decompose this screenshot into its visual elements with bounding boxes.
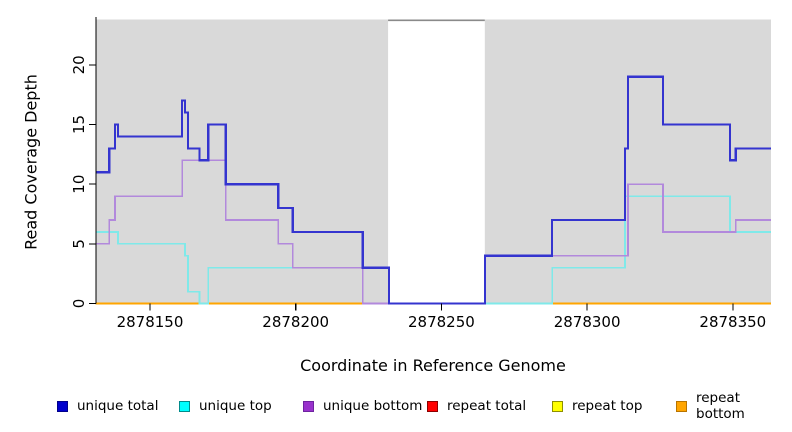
x-axis-tick-label: 2878200	[262, 313, 329, 331]
x-axis-tick-label: 2878250	[408, 313, 475, 331]
y-axis-tick-label: 20	[70, 55, 88, 74]
series-line-unique-bottom	[95, 159, 771, 305]
x-axis-tick-label: 2878300	[554, 313, 621, 331]
y-axis-tick-label: 5	[70, 239, 88, 249]
series-line-unique-total	[95, 75, 771, 305]
y-axis-tick-label: 0	[70, 299, 88, 309]
y-axis-title: Read Coverage Depth	[21, 74, 41, 250]
x-axis-tick-label: 2878350	[699, 313, 766, 331]
y-axis-tick-label: 10	[70, 175, 88, 194]
x-axis-title: Coordinate in Reference Genome	[300, 356, 566, 375]
y-axis-tick-label: 15	[70, 115, 88, 134]
x-axis-tick-label: 2878150	[117, 313, 184, 331]
masked-region	[388, 19, 485, 305]
